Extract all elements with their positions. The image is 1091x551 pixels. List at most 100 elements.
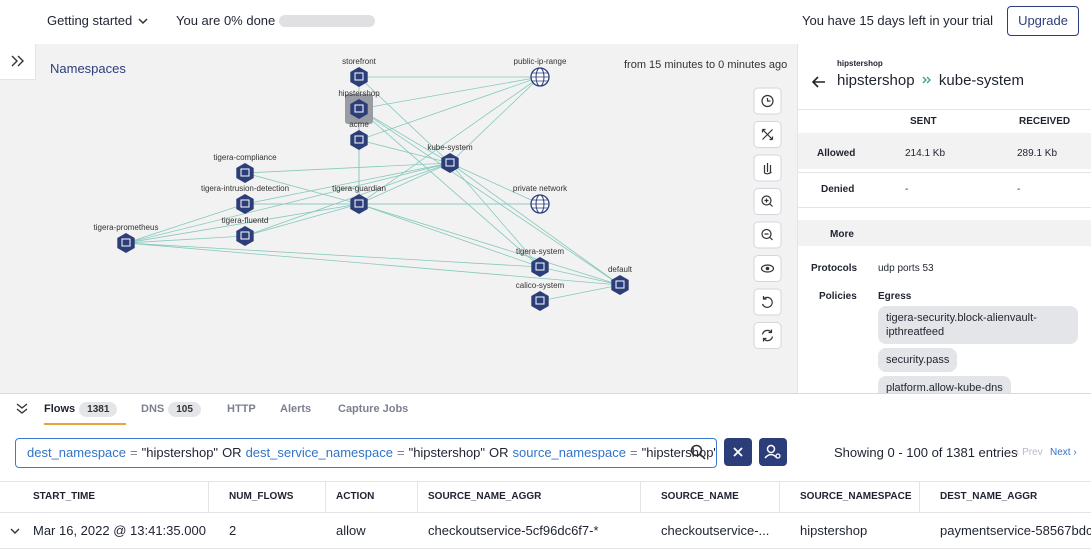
toolbar-button[interactable] (753, 322, 782, 349)
column-header: SENT (910, 116, 937, 127)
query-operator[interactable]: = (630, 445, 638, 460)
column-header[interactable]: SOURCE_NAME_AGGR (418, 482, 641, 512)
expand-sidebar[interactable] (0, 44, 36, 80)
egress-label: Egress (878, 291, 912, 302)
toolbar-button[interactable] (753, 121, 782, 148)
query-field[interactable]: source_namespace (512, 445, 626, 460)
namespace-node[interactable] (531, 257, 549, 277)
namespace-node[interactable] (236, 163, 254, 183)
query-operator[interactable]: = (396, 445, 405, 460)
edge (244, 162, 451, 205)
tab[interactable]: DNS 105 (141, 402, 201, 417)
edge (125, 203, 246, 244)
search-icon[interactable] (690, 444, 706, 460)
tab-label[interactable]: Alerts (280, 403, 312, 415)
flow-arrow (922, 76, 931, 84)
hexagon (350, 194, 368, 214)
namespace-node[interactable] (236, 226, 254, 246)
namespace-node[interactable] (531, 291, 549, 311)
edge (449, 76, 541, 164)
query-input[interactable]: dest_namespace = "hipstershop" OR dest_servi… (15, 438, 717, 468)
table-cell: paymentservice-58567bdc (940, 523, 1091, 538)
getting-started[interactable]: Getting started (47, 13, 133, 28)
query-value[interactable]: "hipstershop" (408, 445, 486, 460)
dropdown-icon[interactable] (137, 15, 149, 27)
toolbar-button[interactable] (753, 221, 782, 249)
tab-label[interactable]: Capture Jobs (338, 403, 409, 415)
namespace-node[interactable] (117, 233, 135, 253)
edge (244, 203, 360, 237)
edge (449, 162, 541, 268)
received-value: 289.1 Kb (1017, 148, 1058, 159)
column-header[interactable]: SOURCE_NAME (651, 482, 780, 512)
namespace-node[interactable] (350, 99, 368, 119)
network-node[interactable] (530, 194, 550, 214)
toolbar-button[interactable] (753, 87, 782, 115)
tab[interactable]: Flows 1381 (44, 402, 118, 417)
query-joiner[interactable]: OR (222, 445, 242, 460)
namespace-node[interactable] (441, 153, 459, 173)
node-icon (445, 158, 455, 167)
tab[interactable]: Alerts (280, 403, 311, 415)
table-cell: checkoutservice-... (661, 523, 770, 538)
details-panel: hipstershop hipstershop kube-system SENT… (797, 44, 1091, 393)
namespace-node[interactable] (236, 194, 254, 214)
column-header[interactable]: DEST_NAME_AGGR (940, 491, 1038, 502)
toolbar-button[interactable] (753, 154, 782, 182)
edge (125, 235, 246, 244)
query-value[interactable]: "hipstershop" (641, 445, 717, 460)
column-header[interactable]: NUM_FLOWS (219, 482, 326, 512)
edge (358, 76, 451, 164)
namespace-node[interactable] (350, 194, 368, 214)
toolbar-button[interactable] (753, 255, 782, 282)
namespace-node[interactable] (611, 275, 629, 295)
user-filter-button[interactable] (759, 438, 787, 466)
hexagon (236, 226, 254, 246)
namespace-node[interactable] (350, 130, 368, 150)
tab-label[interactable]: HTTP (227, 403, 256, 415)
prev-button[interactable]: ‹ Prev (1016, 447, 1043, 458)
back-arrow[interactable] (811, 74, 827, 90)
node-label: tigera-guardian (332, 184, 386, 193)
query-field[interactable]: dest_service_namespace (245, 445, 393, 460)
tab-count[interactable]: 1381 (79, 402, 118, 417)
edge (539, 284, 621, 302)
hexagon (441, 153, 459, 173)
upgrade-button[interactable]: Upgrade (1007, 6, 1079, 36)
node-icon (240, 168, 250, 177)
policy-chip: security.pass (878, 348, 958, 372)
hexagon (611, 275, 629, 295)
column-header[interactable]: START_TIME (23, 482, 209, 512)
edge (244, 172, 360, 205)
hexagon (117, 233, 135, 253)
query-field[interactable]: dest_namespace (27, 445, 127, 460)
tab-count[interactable]: 105 (168, 402, 201, 417)
toolbar-button[interactable] (753, 288, 782, 316)
graph-canvas: storefront public-ip-range hipstershop acme… (94, 57, 782, 349)
sent-value: - (905, 184, 909, 195)
tab-label[interactable]: DNS (141, 403, 165, 415)
row-expand[interactable] (9, 526, 21, 536)
node-label: default (608, 265, 633, 274)
tab[interactable]: HTTP (227, 403, 256, 415)
namespace-node[interactable] (350, 67, 368, 87)
edge (244, 162, 451, 237)
tab[interactable]: Capture Jobs (338, 403, 408, 415)
next-label[interactable]: Next (1050, 447, 1071, 458)
next-button[interactable]: Next › (1050, 447, 1077, 458)
clear-button[interactable] (724, 438, 752, 466)
prev-label[interactable]: Prev (1022, 447, 1043, 458)
edge (125, 203, 360, 244)
row-label: Denied (821, 184, 855, 195)
query-value[interactable]: "hipstershop" (141, 445, 219, 460)
column-header[interactable]: SOURCE_NAMESPACE (790, 482, 920, 512)
network-node[interactable] (530, 67, 550, 87)
policy-chip: platform.allow-kube-dns (878, 376, 1011, 393)
column-header[interactable]: ACTION (326, 482, 418, 512)
query-operator[interactable]: = (130, 445, 138, 460)
query-joiner[interactable]: OR (489, 445, 509, 460)
collapse-flows[interactable] (14, 402, 30, 416)
tab-label[interactable]: Flows (44, 403, 76, 415)
toolbar-button[interactable] (753, 188, 782, 215)
edge (539, 266, 621, 286)
